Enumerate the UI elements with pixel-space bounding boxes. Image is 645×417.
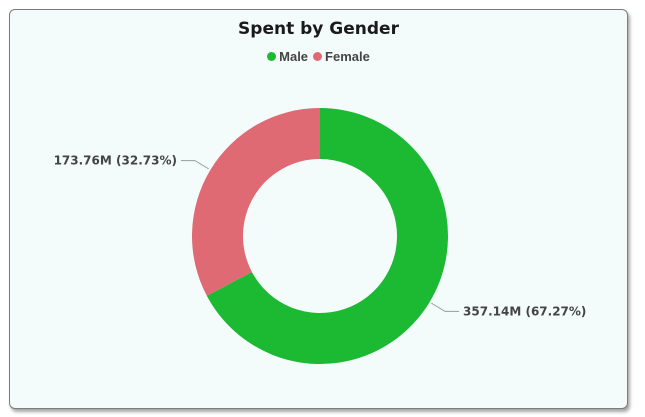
data-label-male: 357.14M (67.27%): [463, 304, 586, 318]
chart-title: Spent by Gender: [238, 19, 399, 39]
legend-item-female[interactable]: Female: [313, 49, 370, 64]
donut-slices: [191, 108, 448, 364]
legend-marker-female: [313, 52, 323, 61]
leader-line-male: [431, 302, 460, 312]
legend-label-male: Male: [279, 49, 309, 64]
chart-legend: Male Female: [10, 49, 627, 64]
donut-slice-male[interactable]: [206, 108, 448, 364]
legend-item-male[interactable]: Male: [267, 49, 308, 64]
legend-label-female: Female: [325, 49, 370, 64]
data-labels: 357.14M (67.27%) 173.76M (32.73%): [54, 154, 587, 319]
legend-marker-male: [267, 52, 277, 61]
data-label-female: 173.76M (32.73%): [54, 154, 177, 168]
leader-line-female: [180, 160, 209, 170]
leader-lines: [180, 160, 460, 312]
donut-slice-female[interactable]: [191, 108, 320, 296]
